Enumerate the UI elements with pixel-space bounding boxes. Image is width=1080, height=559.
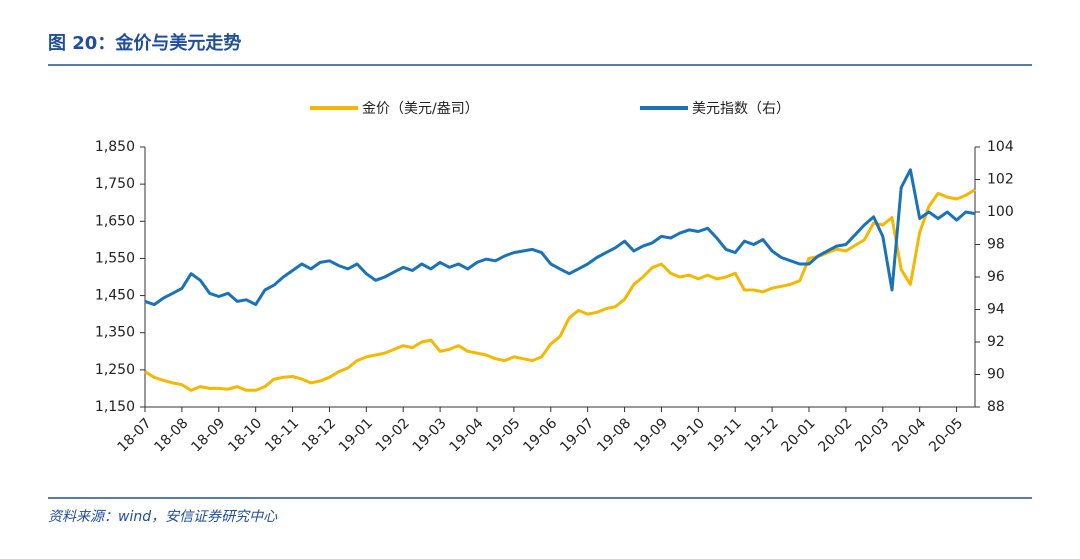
y2-tick-label: 98 <box>987 237 1005 253</box>
x-tick-label: 18-08 <box>151 415 191 455</box>
x-tick-label: 19-10 <box>668 415 708 455</box>
chart-title: 图 20：金价与美元走势 <box>48 32 241 54</box>
x-tick-label: 20-05 <box>926 415 966 455</box>
x-tick-label: 19-08 <box>594 415 634 455</box>
source-note: 资料来源：wind，安信证券研究中心 <box>48 509 278 525</box>
series-line <box>144 188 976 392</box>
y2-tick-label: 92 <box>987 334 1005 350</box>
x-tick-label: 19-06 <box>520 415 560 455</box>
y2-tick-label: 94 <box>987 302 1005 318</box>
y-tick-label: 1,150 <box>95 399 135 415</box>
x-tick-label: 18-07 <box>115 415 155 455</box>
x-tick-label: 20-01 <box>779 415 819 455</box>
y-tick-label: 1,250 <box>95 362 135 378</box>
series-line <box>144 168 976 307</box>
x-tick-label: 19-07 <box>557 415 597 455</box>
x-tick-label: 20-03 <box>852 415 892 455</box>
x-tick-label: 19-09 <box>631 415 671 455</box>
x-tick-label: 19-11 <box>705 415 745 455</box>
legend-label: 金价（美元/盎司） <box>362 101 479 117</box>
x-tick-label: 20-04 <box>889 415 929 455</box>
y2-tick-label: 100 <box>987 204 1014 220</box>
x-tick-label: 19-01 <box>336 415 376 455</box>
y-tick-label: 1,350 <box>95 325 135 341</box>
x-tick-label: 19-05 <box>483 415 523 455</box>
y2-tick-label: 96 <box>987 269 1005 285</box>
y-tick-label: 1,650 <box>95 213 135 229</box>
x-tick-label: 19-02 <box>373 415 413 455</box>
x-tick-label: 20-02 <box>815 415 855 455</box>
x-tick-label: 19-12 <box>742 415 782 455</box>
x-tick-label: 18-09 <box>188 415 228 455</box>
x-tick-label: 18-10 <box>225 415 265 455</box>
x-tick-label: 18-11 <box>262 415 302 455</box>
x-tick-label: 19-04 <box>447 415 487 455</box>
y2-tick-label: 88 <box>987 399 1005 415</box>
x-tick-label: 19-03 <box>410 415 450 455</box>
legend-label: 美元指数（右） <box>692 101 790 117</box>
y-tick-label: 1,450 <box>95 288 135 304</box>
y-tick-label: 1,550 <box>95 250 135 266</box>
y-tick-label: 1,850 <box>95 139 135 155</box>
y2-tick-label: 102 <box>987 172 1014 188</box>
y-tick-label: 1,750 <box>95 176 135 192</box>
y2-tick-label: 90 <box>987 367 1005 383</box>
x-tick-label: 18-12 <box>299 415 339 455</box>
y2-tick-label: 104 <box>987 139 1014 155</box>
